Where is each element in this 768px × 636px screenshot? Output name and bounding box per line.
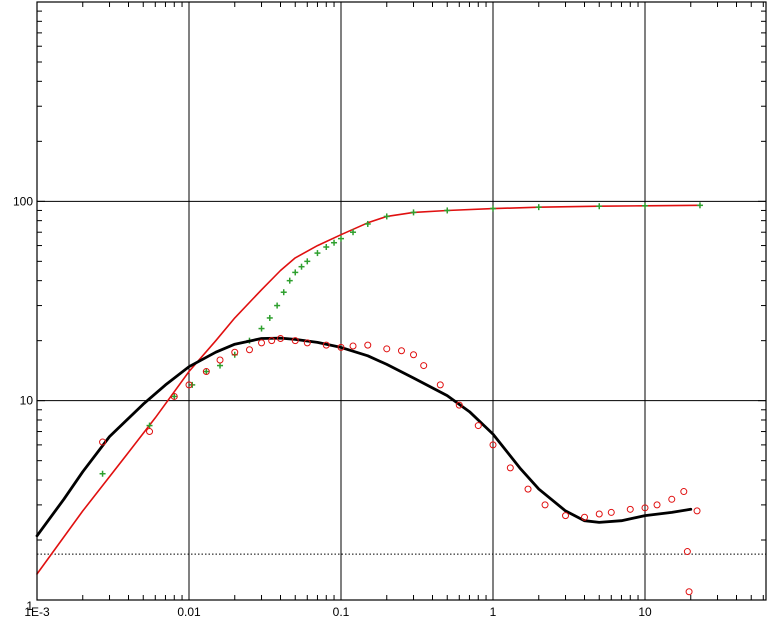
circle-marker <box>185 381 193 389</box>
series-line <box>35 336 693 538</box>
y-tick-label: 10 <box>20 394 34 408</box>
plus-marker <box>298 263 305 270</box>
circle-marker <box>562 512 570 520</box>
circle-marker <box>291 337 299 345</box>
circle-marker <box>420 362 428 370</box>
circle-marker <box>216 356 224 364</box>
circle-marker <box>170 392 178 400</box>
plus-marker <box>286 277 293 284</box>
circle-marker <box>595 510 603 518</box>
circle-marker <box>245 346 253 354</box>
x-tick-label: 0.1 <box>333 605 350 619</box>
plus-marker <box>99 470 106 477</box>
circle-marker <box>693 507 701 515</box>
tick-marks <box>36 2 766 601</box>
circle-marker <box>680 488 688 496</box>
plus-marker <box>258 325 265 332</box>
circle-marker <box>202 368 210 376</box>
series-line <box>36 204 701 575</box>
plus-marker <box>338 235 344 242</box>
circle-marker <box>474 422 482 430</box>
plus-marker <box>364 220 371 227</box>
plus-marker <box>642 202 648 209</box>
plus-marker <box>323 244 330 251</box>
circle-marker <box>653 501 661 509</box>
circle-marker <box>146 428 154 436</box>
circle-marker <box>410 351 418 359</box>
circle-marker <box>337 343 345 351</box>
plus-marker <box>280 289 287 296</box>
x-tick-label: 0.01 <box>177 605 201 619</box>
circle-marker <box>99 438 107 446</box>
plus-marker <box>596 203 603 210</box>
x-tick-label: 1E-3 <box>24 605 50 619</box>
plus-marker <box>146 422 153 429</box>
circle-marker <box>506 464 514 472</box>
x-tick-label: 1 <box>490 605 497 619</box>
circle-marker <box>383 345 391 353</box>
plus-marker <box>410 209 417 216</box>
y-tick-label: 1 <box>26 599 33 613</box>
plus-marker <box>383 213 390 220</box>
major-grid <box>37 2 766 600</box>
plus-marker <box>314 250 321 257</box>
plus-marker <box>203 368 210 375</box>
circle-marker <box>322 341 330 349</box>
circle-marker <box>524 485 532 493</box>
x-tick-label: 10 <box>638 605 652 619</box>
plus-marker <box>171 393 178 400</box>
plus-marker <box>444 207 451 214</box>
plus-marker <box>292 269 299 276</box>
circle-marker <box>436 381 444 389</box>
plus-marker <box>274 302 281 309</box>
series-layer <box>35 202 703 596</box>
y-tick-label: 100 <box>13 194 33 208</box>
circle-marker <box>626 505 634 513</box>
circle-marker <box>685 588 693 596</box>
circle-marker <box>303 339 311 347</box>
circle-marker <box>268 337 276 345</box>
circle-marker <box>258 339 266 347</box>
circle-marker <box>364 341 372 349</box>
circle-marker <box>277 335 285 343</box>
plus-marker <box>266 314 273 321</box>
circle-marker <box>607 508 615 516</box>
circle-marker <box>668 495 676 503</box>
plot-frame <box>36 1 767 601</box>
plus-marker <box>350 229 357 236</box>
circle-marker <box>581 513 589 521</box>
circle-marker <box>489 441 497 449</box>
circle-marker <box>455 401 463 409</box>
plus-marker <box>490 205 496 212</box>
circle-marker <box>397 347 405 355</box>
plus-marker <box>304 258 311 265</box>
circle-marker <box>231 348 239 356</box>
circle-marker <box>683 548 691 556</box>
plus-marker <box>535 204 542 211</box>
circle-marker <box>349 342 357 350</box>
plus-marker <box>696 202 703 209</box>
axes-frame <box>36 1 767 601</box>
tick-labels: 1E-3 0.01 0.1 1 10 1 10 100 <box>13 194 652 619</box>
circle-marker <box>641 504 649 512</box>
plus-marker <box>331 239 338 246</box>
circle-marker <box>541 501 549 509</box>
plus-marker <box>217 362 224 369</box>
